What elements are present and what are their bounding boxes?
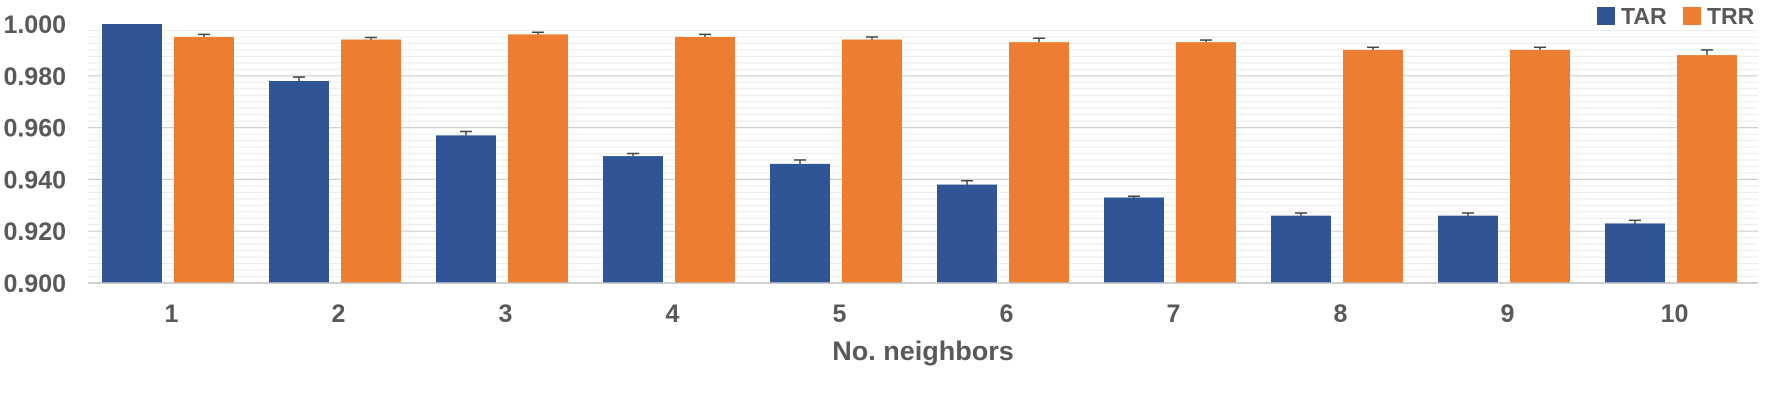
legend-label-trr: TRR [1707, 3, 1755, 29]
bar-tar-6 [937, 184, 997, 283]
x-axis-title: No. neighbors [832, 336, 1014, 366]
x-tick-label: 8 [1334, 300, 1348, 328]
x-axis: 1 2 3 4 5 6 7 8 9 10 [165, 300, 1689, 328]
x-tick-label: 10 [1661, 300, 1689, 328]
bar-trr-6 [1009, 42, 1069, 283]
x-tick-label: 7 [1167, 300, 1181, 328]
bar-trr-4 [675, 36, 735, 284]
bar-trr-7 [1176, 42, 1236, 283]
bar-trr-8 [1343, 49, 1403, 284]
x-tick-label: 1 [165, 300, 179, 328]
bar-tar-3 [436, 135, 496, 283]
bar-trr-9 [1510, 49, 1570, 284]
error-bars [198, 31, 1713, 224]
y-tick-label: 0.960 [3, 115, 66, 143]
bar-trr-10 [1677, 55, 1737, 283]
bar-trr-2 [341, 39, 401, 283]
x-tick-label: 3 [499, 300, 513, 328]
y-tick-label: 0.920 [3, 218, 66, 246]
legend: TAR TRR [1597, 3, 1755, 29]
bar-trr-3 [508, 34, 568, 283]
y-axis: 0.900 0.920 0.940 0.960 0.980 1.000 [3, 11, 66, 298]
bar-tar-10 [1605, 223, 1665, 283]
bar-tar-8 [1271, 215, 1331, 283]
bar-tar-7 [1104, 197, 1164, 283]
bar-tar-5 [770, 163, 830, 283]
y-tick-label: 0.940 [3, 166, 66, 194]
y-tick-label: 0.900 [3, 270, 66, 298]
y-tick-label: 1.000 [3, 11, 66, 39]
bar-trr-5 [842, 39, 902, 283]
x-tick-label: 6 [1000, 300, 1014, 328]
x-tick-label: 4 [666, 300, 680, 328]
x-tick-label: 9 [1501, 300, 1515, 328]
bar-tar-9 [1438, 215, 1498, 283]
bar-tar-4 [603, 156, 663, 283]
x-tick-label: 2 [332, 300, 346, 328]
legend-label-tar: TAR [1621, 3, 1667, 29]
legend-swatch-tar [1597, 7, 1615, 25]
x-tick-label: 5 [833, 300, 847, 328]
gridlines [88, 29, 1758, 278]
legend-swatch-trr [1683, 7, 1701, 25]
bar-tar-2 [269, 80, 329, 283]
bar-tar-1 [102, 24, 162, 283]
y-tick-label: 0.980 [3, 63, 66, 91]
bars [102, 24, 1737, 284]
bar-trr-1 [174, 36, 234, 284]
